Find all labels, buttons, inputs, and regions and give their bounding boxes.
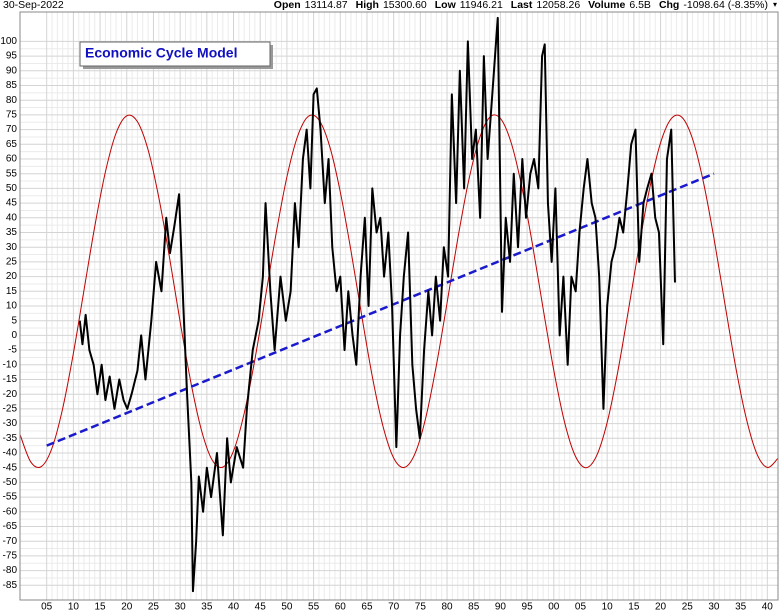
x-tick-label: 70 — [388, 602, 400, 613]
y-tick-label: -15 — [3, 374, 18, 385]
stat-value: 6.5B — [629, 0, 651, 11]
y-tick-label: 90 — [6, 65, 18, 76]
stat-value: 15300.60 — [383, 0, 427, 11]
y-tick-label: 40 — [6, 212, 18, 223]
y-tick-label: -70 — [3, 536, 18, 547]
x-tick-label: 35 — [735, 602, 747, 613]
stat-value: -1098.64 (-8.35%) — [683, 0, 768, 11]
stat-value: 13114.87 — [305, 0, 348, 11]
title-box — [79, 41, 271, 67]
y-tick-label: 100 — [0, 36, 17, 47]
stat-label: Chg — [659, 0, 679, 11]
x-tick-label: 45 — [255, 602, 267, 613]
stat-label: Volume — [588, 0, 625, 11]
y-tick-label: 45 — [6, 198, 18, 209]
x-tick-label: 20 — [655, 602, 667, 613]
x-tick-label: 40 — [762, 602, 774, 613]
stat-label: Open — [274, 0, 301, 11]
x-tick-label: 05 — [41, 602, 53, 613]
y-tick-label: 10 — [6, 301, 18, 312]
x-tick-label: 95 — [522, 602, 534, 613]
header-date: 30-Sep-2022 — [3, 0, 64, 11]
x-tick-label: 65 — [361, 602, 373, 613]
y-tick-label: -80 — [3, 565, 18, 576]
y-tick-label: 35 — [6, 227, 18, 238]
y-tick-label: 5 — [11, 315, 17, 326]
x-tick-label: 25 — [148, 602, 160, 613]
y-tick-label: 50 — [6, 183, 18, 194]
stat-value: 12058.26 — [536, 0, 580, 11]
x-tick-label: 05 — [575, 602, 587, 613]
chart-title: Economic Cycle Model — [85, 45, 237, 61]
stat-value: 11946.21 — [460, 0, 503, 11]
series-line — [78, 16, 676, 593]
x-tick-label: 80 — [441, 602, 453, 613]
plot-frame — [19, 11, 779, 601]
y-tick-label: 60 — [6, 154, 18, 165]
y-tick-label: -50 — [3, 477, 18, 488]
grid — [20, 12, 778, 600]
y-tick-label: -40 — [3, 448, 18, 459]
y-tick-label: 75 — [6, 110, 18, 121]
y-tick-label: 25 — [6, 257, 18, 268]
x-tick-label: 10 — [68, 602, 80, 613]
y-tick-label: -60 — [3, 506, 18, 517]
x-tick-label: 85 — [468, 602, 480, 613]
y-tick-label: -55 — [3, 492, 18, 503]
y-tick-label: 30 — [6, 242, 18, 253]
y-tick-label: -75 — [3, 551, 18, 562]
series — [19, 16, 779, 593]
x-tick-label: 60 — [335, 602, 347, 613]
stat-label: Last — [511, 0, 533, 11]
y-tick-label: -30 — [3, 418, 18, 429]
series-line — [46, 172, 715, 447]
x-tick-label: 15 — [95, 602, 107, 613]
x-tick-label: 50 — [281, 602, 293, 613]
x-tick-label: 25 — [682, 602, 694, 613]
y-tick-label: 15 — [6, 286, 18, 297]
header-stats: Open 13114.87 High 15300.60 Low 11946.21 Last 1… — [274, 0, 768, 11]
x-tick-label: 15 — [628, 602, 640, 613]
stat-label: High — [356, 0, 379, 11]
y-tick-label: -45 — [3, 462, 18, 473]
x-tick-label: 20 — [121, 602, 133, 613]
x-tick-label: 40 — [228, 602, 240, 613]
y-tick-label: 55 — [6, 168, 18, 179]
x-tick-label: 75 — [415, 602, 427, 613]
y-tick-label: -35 — [3, 433, 18, 444]
y-tick-label: 95 — [6, 51, 18, 62]
x-tick-label: 30 — [175, 602, 187, 613]
menu-arrow[interactable]: ▾ — [773, 0, 777, 9]
x-tick-label: 30 — [708, 602, 720, 613]
x-tick-label: 90 — [495, 602, 507, 613]
y-tick-label: -20 — [3, 389, 18, 400]
y-tick-label: 80 — [6, 95, 18, 106]
x-tick-label: 55 — [308, 602, 320, 613]
stat-label: Low — [435, 0, 457, 11]
y-tick-label: 0 — [11, 330, 17, 341]
y-tick-label: 20 — [6, 271, 18, 282]
y-tick-label: -10 — [3, 359, 18, 370]
y-tick-label: 65 — [6, 139, 18, 150]
x-tick-label: 35 — [201, 602, 213, 613]
x-tick-label: 10 — [602, 602, 614, 613]
y-tick-label: -25 — [3, 404, 18, 415]
series-line — [19, 114, 779, 469]
y-tick-label: -85 — [3, 580, 18, 591]
y-tick-label: 85 — [6, 80, 18, 91]
y-tick-label: -65 — [3, 521, 18, 532]
y-tick-label: -5 — [8, 345, 17, 356]
x-tick-label: 00 — [548, 602, 560, 613]
y-tick-label: 70 — [6, 124, 18, 135]
